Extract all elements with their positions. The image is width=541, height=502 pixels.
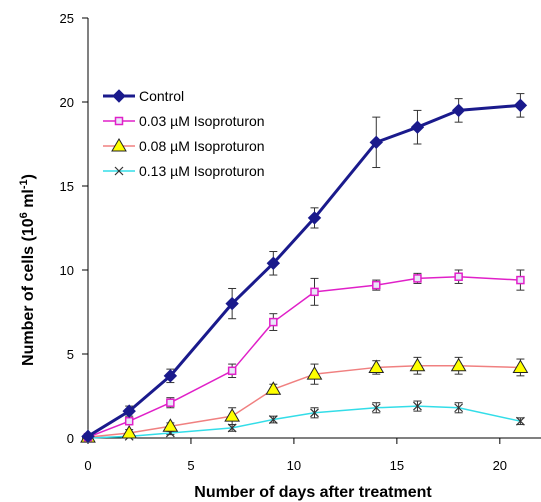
data-point	[409, 357, 426, 372]
x-tick-label: 10	[287, 458, 301, 473]
series-4	[83, 400, 525, 443]
data-point	[371, 403, 381, 413]
data-point	[224, 408, 241, 422]
series-line	[87, 405, 521, 439]
y-axis-title: Number of cells (106 ml-1)	[18, 174, 37, 366]
series-line	[87, 275, 521, 438]
y-tick-label: 5	[67, 347, 74, 362]
x-marker-stroke	[413, 401, 422, 411]
y-tick-label: 20	[60, 95, 74, 110]
x-marker-stroke	[371, 403, 381, 413]
x-marker-stroke	[114, 166, 124, 176]
legend-label: 0.03 µM Isoproturon	[139, 113, 265, 129]
legend: Control 0.03 µM Isoproturon 0.08 µM Isopro…	[103, 88, 265, 179]
y-tick-label: 15	[60, 179, 74, 194]
data-point	[413, 401, 422, 411]
data-point	[450, 357, 467, 372]
data-point	[310, 287, 319, 297]
data-point	[454, 403, 464, 413]
series-2	[83, 269, 525, 442]
x-ticks: 0 5 10 15 20	[84, 438, 507, 473]
data-point	[512, 359, 529, 373]
legend-marker	[111, 138, 127, 152]
data-point	[306, 366, 323, 380]
y-tick-label: 10	[60, 263, 74, 278]
legend-label: 0.13 µM Isoproturon	[139, 163, 265, 179]
data-point	[162, 418, 179, 432]
x-marker-stroke	[515, 416, 525, 426]
legend-marker	[114, 166, 124, 176]
data-point	[516, 275, 525, 285]
data-point	[124, 416, 134, 426]
data-point	[122, 404, 136, 418]
series-layer	[80, 93, 529, 444]
data-point	[372, 280, 381, 290]
x-tick-label: 15	[390, 458, 404, 473]
data-point	[265, 381, 282, 395]
series-3	[80, 356, 529, 443]
legend-item-1: Control	[103, 88, 184, 104]
data-point	[454, 272, 463, 281]
data-point	[513, 98, 528, 113]
data-point	[451, 103, 466, 118]
series-line	[87, 365, 521, 438]
y-ticks: 0 5 10 15 20 25	[60, 11, 88, 446]
legend-item-3: 0.08 µM Isoproturon	[103, 138, 265, 154]
y-tick-label: 0	[67, 431, 74, 446]
data-point	[369, 135, 383, 150]
data-point	[81, 429, 95, 444]
legend-label: 0.08 µM Isoproturon	[139, 138, 265, 154]
x-tick-label: 0	[84, 458, 91, 473]
x-marker-stroke	[310, 408, 319, 418]
data-point	[227, 423, 237, 433]
series-line	[87, 103, 521, 438]
legend-item-4: 0.13 µM Isoproturon	[103, 163, 265, 179]
data-point	[121, 424, 138, 439]
x-axis-title: Number of days after treatment	[194, 484, 432, 501]
legend-item-2: 0.03 µM Isoproturon	[103, 113, 265, 129]
data-point	[368, 359, 385, 373]
data-point	[310, 408, 319, 418]
data-point	[227, 366, 237, 376]
x-tick-label: 20	[493, 458, 507, 473]
x-marker-stroke	[227, 423, 237, 433]
y-tick-label: 25	[60, 11, 74, 26]
data-point	[225, 296, 239, 311]
data-point	[515, 416, 525, 426]
legend-label: Control	[139, 88, 184, 104]
axes	[87, 18, 541, 439]
data-point	[163, 369, 178, 383]
legend-marker	[112, 89, 126, 103]
data-point	[268, 415, 278, 424]
data-point	[413, 274, 422, 283]
data-point	[307, 211, 322, 225]
data-point	[166, 398, 175, 407]
x-tick-label: 5	[187, 458, 194, 473]
legend-marker	[114, 116, 124, 126]
x-marker-stroke	[268, 415, 278, 424]
series-1	[81, 93, 528, 444]
data-point	[269, 317, 278, 327]
data-point	[410, 120, 425, 134]
data-point	[266, 256, 281, 270]
x-marker-stroke	[454, 403, 464, 413]
